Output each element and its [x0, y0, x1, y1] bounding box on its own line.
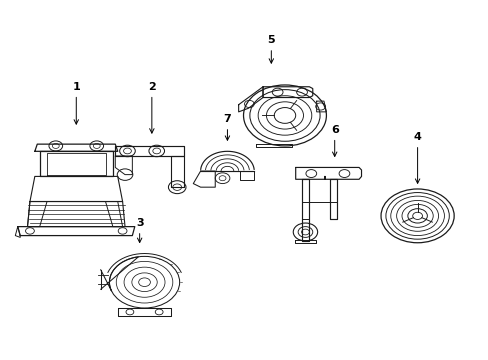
Text: 5: 5 [267, 35, 275, 63]
Text: 2: 2 [148, 82, 155, 133]
Text: 4: 4 [413, 132, 421, 183]
Text: 3: 3 [136, 218, 143, 243]
Text: 6: 6 [330, 125, 338, 156]
Text: 1: 1 [72, 82, 80, 124]
Text: 7: 7 [223, 114, 231, 140]
